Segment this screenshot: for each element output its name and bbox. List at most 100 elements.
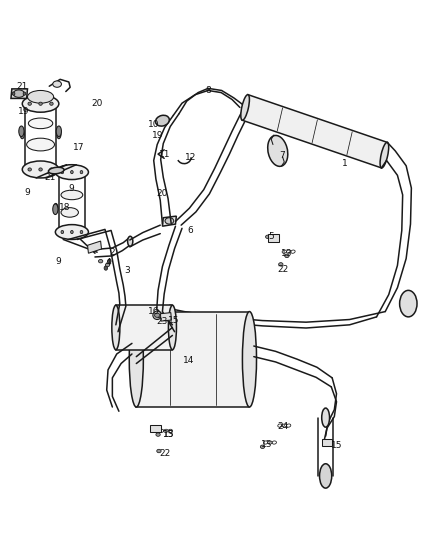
Ellipse shape [285,254,289,257]
Ellipse shape [265,235,270,239]
Text: 11: 11 [159,150,170,159]
Text: 20: 20 [92,99,103,108]
Ellipse shape [268,135,288,166]
Text: 4: 4 [105,258,111,266]
Ellipse shape [322,408,329,427]
Ellipse shape [28,102,32,106]
Ellipse shape [49,102,53,106]
Ellipse shape [49,167,64,174]
Text: 8: 8 [205,86,211,95]
Ellipse shape [55,165,88,180]
Ellipse shape [129,312,143,407]
Ellipse shape [165,217,174,224]
Ellipse shape [71,230,73,233]
Ellipse shape [13,90,25,98]
Ellipse shape [242,312,257,407]
Text: 22: 22 [278,265,289,274]
Text: 16: 16 [148,307,159,316]
Polygon shape [322,439,332,446]
Text: 21: 21 [17,82,28,91]
Polygon shape [136,312,250,407]
Text: 2: 2 [110,248,115,257]
Ellipse shape [153,311,162,319]
Ellipse shape [155,115,170,126]
Text: 20: 20 [156,189,167,198]
Ellipse shape [19,126,24,136]
Ellipse shape [108,259,111,263]
Ellipse shape [156,433,160,437]
Ellipse shape [22,161,59,178]
Text: 10: 10 [148,120,159,129]
Ellipse shape [23,92,26,95]
Text: 9: 9 [55,257,61,265]
Ellipse shape [320,464,332,488]
Ellipse shape [399,290,417,317]
Ellipse shape [49,168,53,171]
Ellipse shape [99,260,103,263]
Polygon shape [160,313,171,321]
Text: 1: 1 [343,159,348,167]
Ellipse shape [164,314,168,319]
Ellipse shape [241,95,249,120]
Polygon shape [150,424,161,432]
Ellipse shape [279,263,283,266]
Ellipse shape [22,95,59,112]
Ellipse shape [53,204,58,215]
Ellipse shape [55,224,88,239]
Ellipse shape [112,305,120,350]
Ellipse shape [56,126,61,136]
Ellipse shape [104,266,108,270]
Polygon shape [242,95,387,168]
Text: 13: 13 [163,430,175,439]
Ellipse shape [155,313,160,317]
Text: 15: 15 [163,430,175,439]
Text: 9: 9 [68,183,74,192]
Ellipse shape [61,190,83,200]
Ellipse shape [153,426,158,431]
Text: 6: 6 [188,227,194,236]
Text: 3: 3 [125,266,131,274]
Ellipse shape [80,171,83,174]
Text: 23: 23 [156,317,167,326]
Text: 19: 19 [152,131,164,140]
Text: 17: 17 [73,143,85,152]
Text: 13: 13 [261,440,272,449]
Ellipse shape [271,235,276,240]
Text: 15: 15 [331,441,342,450]
Polygon shape [88,241,102,253]
Text: 7: 7 [279,151,285,160]
Ellipse shape [53,204,58,213]
Text: 24: 24 [278,422,289,431]
Ellipse shape [61,208,78,217]
Ellipse shape [325,440,329,445]
Text: 13: 13 [281,249,292,259]
Text: 12: 12 [185,154,196,163]
Text: 5: 5 [268,232,274,241]
Ellipse shape [167,305,174,318]
Polygon shape [11,89,28,99]
Ellipse shape [28,118,53,128]
Ellipse shape [168,305,177,350]
Ellipse shape [71,171,73,174]
Ellipse shape [106,263,110,266]
Ellipse shape [57,129,61,139]
Text: 22: 22 [159,449,170,458]
Text: 19: 19 [18,107,30,116]
Ellipse shape [127,236,133,246]
Polygon shape [116,305,173,350]
Ellipse shape [39,102,42,106]
Text: 15: 15 [168,316,179,325]
Ellipse shape [20,129,25,139]
Ellipse shape [157,449,161,453]
Ellipse shape [12,92,15,95]
Ellipse shape [27,138,54,151]
Ellipse shape [28,91,53,103]
Ellipse shape [39,168,42,171]
Ellipse shape [28,168,32,171]
Ellipse shape [53,81,61,87]
Text: 14: 14 [183,357,194,366]
Ellipse shape [61,171,64,174]
Ellipse shape [61,230,64,233]
Ellipse shape [80,230,83,233]
Polygon shape [268,234,279,241]
